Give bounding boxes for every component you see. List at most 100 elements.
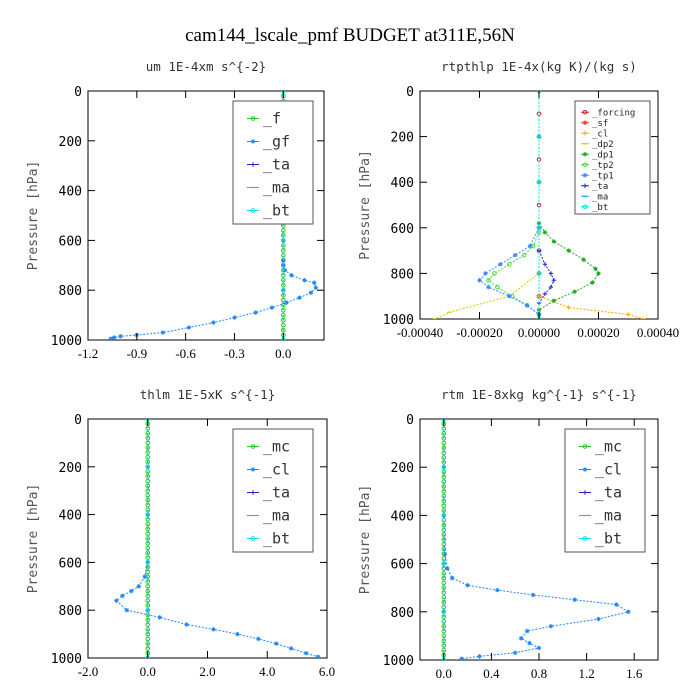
y-axis-label: Pressure [hPa] bbox=[26, 161, 41, 271]
data-point-tp1 bbox=[477, 278, 482, 283]
data-point-tp1 bbox=[524, 303, 530, 308]
y-tick-label: 400 bbox=[391, 509, 414, 524]
legend-marker bbox=[250, 536, 256, 541]
y-axis-label: Pressure [hPa] bbox=[26, 484, 41, 594]
legend-marker bbox=[582, 120, 588, 125]
data-point-dp1 bbox=[593, 266, 598, 272]
y-tick-label: 200 bbox=[59, 135, 82, 150]
data-point-cl bbox=[566, 305, 571, 310]
legend-label: _ma bbox=[263, 507, 290, 525]
data-point-gf bbox=[302, 278, 307, 283]
data-point-tp1 bbox=[527, 243, 533, 249]
data-point-cl bbox=[124, 608, 130, 613]
data-point-gf bbox=[160, 330, 166, 335]
data-point-mc bbox=[145, 497, 151, 503]
y-tick-label: 200 bbox=[59, 461, 82, 476]
data-point-mc bbox=[441, 638, 447, 644]
y-tick-label: 200 bbox=[391, 461, 414, 476]
legend-box bbox=[232, 100, 314, 225]
series-line-dp2 bbox=[434, 91, 540, 319]
series-line-tp1 bbox=[478, 227, 540, 315]
legend-marker bbox=[582, 204, 588, 210]
legend-marker bbox=[582, 152, 588, 157]
data-point-dp1 bbox=[542, 230, 548, 235]
data-point-bt bbox=[441, 513, 447, 518]
data-point-mc bbox=[441, 469, 447, 475]
legend-label: _cl bbox=[595, 461, 622, 479]
data-point-gf bbox=[313, 285, 319, 290]
data-point-ta bbox=[542, 291, 548, 297]
series-line-dp1 bbox=[538, 222, 600, 311]
y-tick-label: 1000 bbox=[383, 654, 414, 669]
y-tick-label: 600 bbox=[59, 234, 82, 249]
data-point-dp1 bbox=[551, 239, 557, 244]
legend-marker bbox=[250, 208, 256, 213]
data-point-gf bbox=[282, 268, 288, 273]
legend-marker bbox=[250, 444, 256, 449]
data-point-cl bbox=[548, 624, 554, 629]
data-point-mc bbox=[441, 445, 447, 451]
data-point-bt bbox=[441, 609, 447, 615]
data-point-mc bbox=[441, 575, 447, 581]
data-point-mc bbox=[441, 498, 447, 504]
data-point-bt bbox=[536, 134, 542, 139]
data-point-mc bbox=[145, 459, 151, 465]
data-point-dp1 bbox=[551, 298, 557, 303]
legend-label: _dp2 bbox=[592, 140, 614, 150]
data-point-bt bbox=[536, 179, 542, 185]
data-point-cl bbox=[640, 316, 646, 319]
data-point-cl bbox=[315, 654, 321, 658]
data-point-cl bbox=[274, 641, 279, 646]
x-tick-label: 4.0 bbox=[259, 664, 275, 679]
data-point-f bbox=[281, 327, 286, 333]
data-point-bt bbox=[281, 238, 286, 243]
data-point-tp1 bbox=[486, 284, 491, 290]
data-point-gf bbox=[211, 320, 216, 325]
data-point-cl bbox=[129, 588, 134, 594]
x-tick-label: 0.0 bbox=[275, 346, 291, 361]
data-point-f bbox=[281, 233, 286, 238]
legend-marker bbox=[582, 444, 588, 449]
y-tick-label: 0 bbox=[406, 413, 414, 428]
data-point-gf bbox=[284, 300, 289, 305]
data-point-mc bbox=[145, 550, 151, 556]
data-point-mc bbox=[441, 614, 447, 619]
x-tick-label: 0.0 bbox=[140, 664, 156, 679]
data-point-cl bbox=[442, 551, 448, 557]
data-point-f bbox=[281, 243, 286, 248]
data-point-mc bbox=[145, 536, 151, 541]
legend-label: _bt bbox=[263, 202, 290, 220]
x-tick-label: 0.4 bbox=[483, 666, 500, 681]
legend-label: _ta bbox=[592, 182, 608, 192]
legend-marker bbox=[250, 116, 256, 121]
data-point-mc bbox=[145, 483, 151, 489]
data-point-cl bbox=[235, 631, 240, 637]
data-point-cl bbox=[157, 615, 162, 620]
chart-title: rtpthlp 1E-4x(kg K)/(kg s) bbox=[441, 59, 637, 74]
data-point-cl bbox=[136, 584, 141, 589]
data-point-cl bbox=[114, 598, 119, 603]
x-tick-label: 0.00020 bbox=[577, 325, 619, 340]
data-point-cl bbox=[530, 592, 536, 598]
legend-marker bbox=[582, 467, 588, 472]
y-tick-label: 400 bbox=[59, 185, 82, 200]
legend-label: _forcing bbox=[592, 108, 635, 118]
legend-label: _ta bbox=[263, 156, 290, 174]
data-point-tp2 bbox=[486, 277, 491, 283]
data-point-mc bbox=[441, 648, 447, 653]
data-point-gf bbox=[232, 315, 237, 320]
data-point-cl bbox=[465, 583, 470, 588]
y-tick-label: 1000 bbox=[383, 313, 414, 328]
legend-label: _mc bbox=[263, 438, 290, 456]
y-axis-label: Pressure [hPa] bbox=[358, 485, 373, 595]
data-point-tp1 bbox=[507, 294, 512, 299]
panels: um 1E-4xm s^{-2} Pressure [hPa] 0 200 400 600… bbox=[26, 59, 679, 681]
data-point-tp2 bbox=[521, 252, 527, 258]
y-axis-label: Pressure [hPa] bbox=[358, 150, 373, 260]
series-line-tp2 bbox=[487, 232, 540, 315]
y-tick-label: 400 bbox=[59, 509, 82, 524]
y-tick-label: 1000 bbox=[51, 652, 82, 667]
data-point-mc bbox=[441, 546, 447, 552]
data-point-gf bbox=[186, 325, 192, 330]
